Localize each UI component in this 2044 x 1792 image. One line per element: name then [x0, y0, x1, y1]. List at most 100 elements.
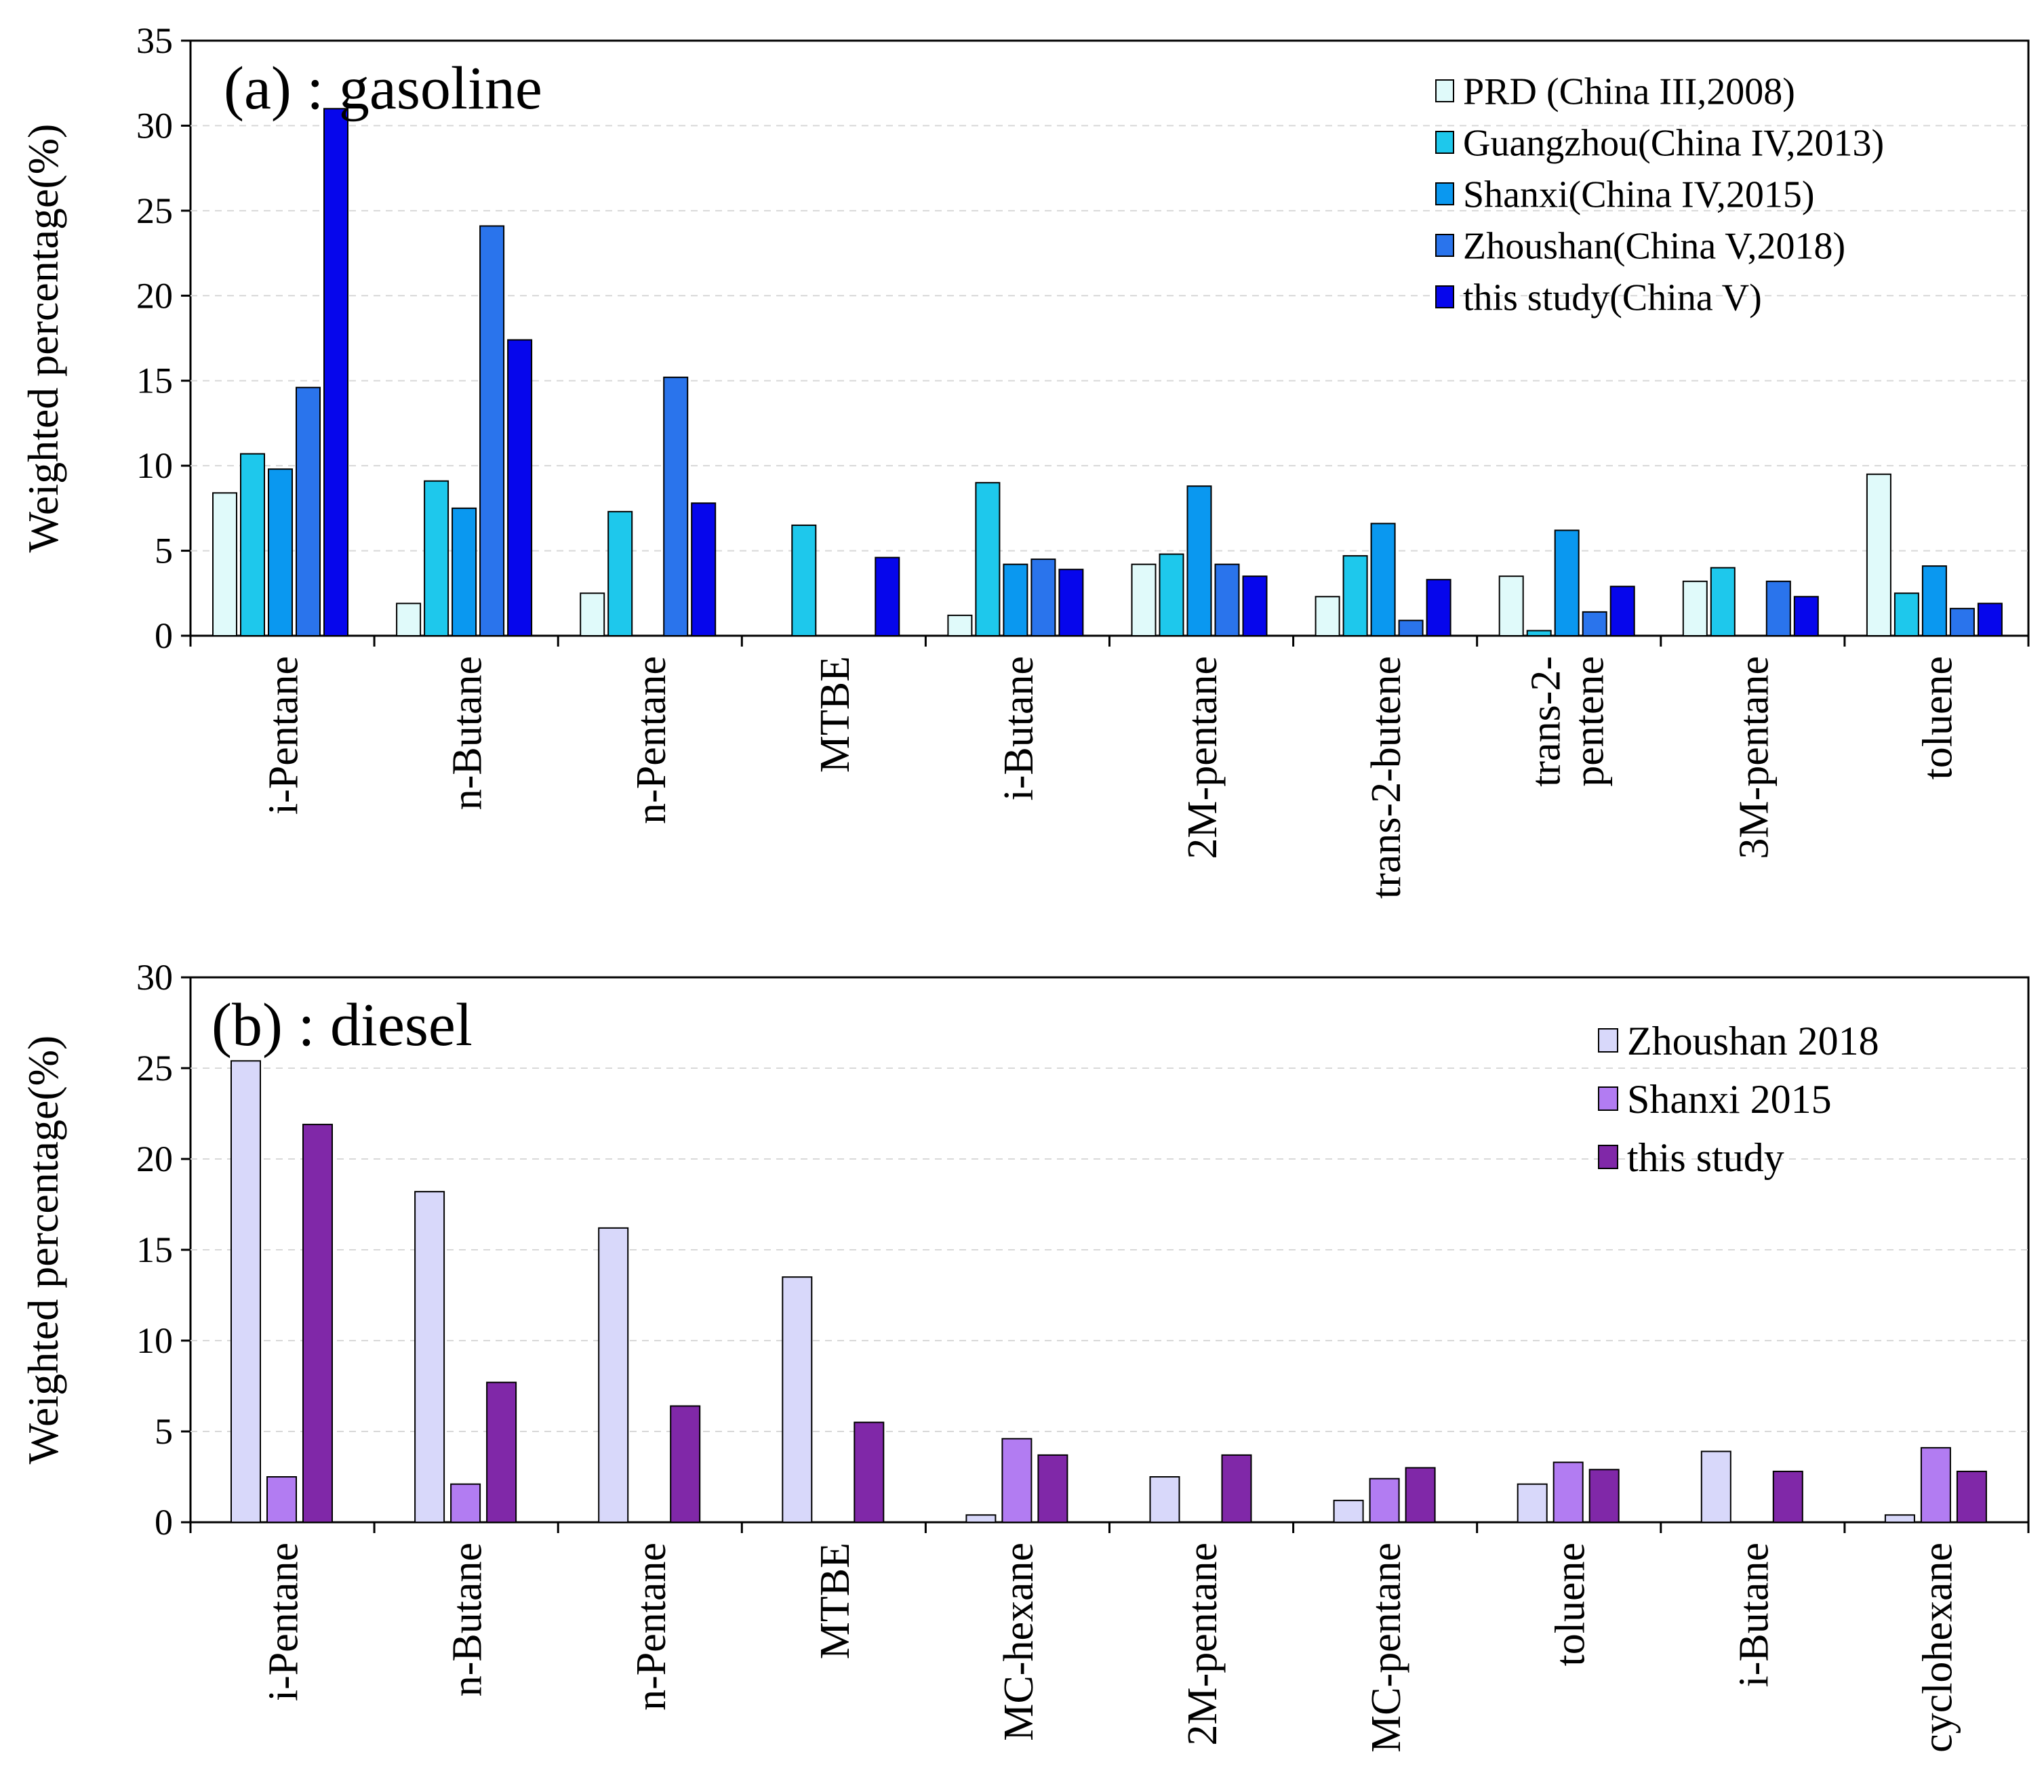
bar	[1369, 1478, 1400, 1523]
bar	[1893, 592, 1919, 636]
x-category-label: n-Butane	[445, 656, 491, 810]
x-category-label: i-Pentane	[261, 1543, 307, 1701]
bar	[670, 1405, 701, 1523]
y-tick-label: 20	[136, 1139, 173, 1179]
bar	[240, 453, 265, 637]
bar	[1866, 473, 1891, 637]
bar	[598, 1227, 629, 1523]
bar	[1498, 575, 1524, 637]
y-tick-label: 10	[136, 1320, 173, 1361]
panel-a-gasoline: 0 5 10 15 20 25 30 35 i-Pentane n-Butane n-Pentane…	[19, 20, 2030, 899]
bar	[663, 376, 689, 636]
bar	[1526, 630, 1552, 637]
bar	[450, 1483, 481, 1523]
bar	[296, 386, 321, 637]
x-category-label: trans-2-butene	[1363, 656, 1409, 899]
bar	[1921, 565, 1947, 636]
x-category-label: MTBE	[812, 656, 858, 773]
legend-swatch	[1435, 79, 1454, 102]
bar	[854, 1421, 885, 1524]
bar	[1214, 563, 1240, 637]
bar	[1609, 586, 1635, 636]
bar	[424, 480, 449, 636]
bar	[507, 339, 533, 636]
x-category-label: cyclohexane	[1915, 1543, 1961, 1753]
bar	[1333, 1499, 1364, 1524]
legend-label: PRD (China III,2008)	[1463, 71, 1795, 113]
bar	[580, 592, 605, 636]
legend-swatch	[1435, 285, 1454, 308]
bar	[1030, 558, 1056, 636]
legend-label: Zhoushan(China V,2018)	[1463, 226, 1845, 268]
bar	[1552, 1461, 1584, 1524]
y-tick-label: 5	[155, 531, 173, 571]
panel-b-diesel: 0 5 10 15 20 25 30 i-Pentane n-Butane n-Pentane MT…	[19, 957, 2030, 1753]
x-category-label: i-Pentane	[261, 656, 307, 815]
bar	[479, 225, 505, 637]
bar	[1956, 1470, 1987, 1523]
bar	[266, 1476, 297, 1523]
x-category-label: i-Butane	[996, 656, 1042, 801]
y-tick-label: 0	[155, 615, 173, 656]
y-tick-label: 35	[136, 20, 173, 61]
bar	[212, 492, 237, 637]
x-category-label: toluene	[1547, 1543, 1593, 1667]
bar	[791, 524, 817, 637]
y-tick-label: 30	[136, 105, 173, 146]
bar	[302, 1124, 333, 1523]
x-category-label: n-Butane	[445, 1543, 491, 1696]
bar	[396, 603, 422, 637]
bar	[1920, 1447, 1951, 1524]
y-tick-label: 15	[136, 1229, 173, 1270]
bar	[1582, 611, 1607, 637]
bar	[1149, 1476, 1180, 1523]
bar	[1159, 553, 1184, 636]
x-category-label: 2M-pentane	[1180, 656, 1226, 859]
legend-label: Zhoushan 2018	[1627, 1019, 1879, 1063]
y-tick-label: 30	[136, 957, 173, 998]
y-tick-label: 5	[155, 1411, 173, 1452]
bar	[607, 510, 633, 636]
bar	[1003, 563, 1028, 637]
bar	[1977, 603, 2003, 637]
x-category-label: MC-hexane	[996, 1543, 1042, 1741]
legend-swatch	[1598, 1145, 1618, 1169]
bar	[231, 1060, 261, 1523]
bar	[975, 482, 1001, 636]
bar	[1037, 1454, 1068, 1524]
bar	[1554, 529, 1580, 636]
bar	[1131, 563, 1157, 637]
bar	[268, 468, 293, 636]
x-category-label: 3M-pentane	[1731, 656, 1777, 859]
legend-label: Guangzhou(China IV,2013)	[1463, 123, 1884, 165]
y-axis-title: Weighted percentage(%)	[19, 124, 67, 553]
bar	[947, 614, 973, 637]
y-tick-label: 15	[136, 361, 173, 401]
y-axis-title: Weighted percentage(%)	[19, 1036, 67, 1465]
x-category-label: i-Butane	[1731, 1543, 1777, 1688]
legend-swatch	[1435, 131, 1454, 154]
legend-label: this study(China V)	[1463, 277, 1762, 319]
bar	[1058, 569, 1084, 636]
y-tick-label: 20	[136, 275, 173, 316]
bar	[1710, 567, 1736, 637]
bar	[1517, 1483, 1548, 1523]
bar	[1682, 580, 1708, 636]
bar	[1315, 596, 1340, 636]
bar	[875, 556, 900, 636]
bar	[1001, 1438, 1033, 1523]
bar	[782, 1276, 813, 1523]
legend-label: Shanxi(China IV,2015)	[1463, 174, 1815, 216]
y-tick-label: 0	[155, 1502, 173, 1543]
bar	[1186, 485, 1212, 637]
bar	[1884, 1514, 1915, 1524]
x-category-label: 2M-pentane	[1180, 1543, 1226, 1746]
y-tick-label: 25	[136, 190, 173, 231]
bar	[1242, 575, 1268, 637]
bar	[486, 1381, 517, 1524]
bar	[965, 1514, 997, 1524]
bar	[691, 502, 717, 636]
legend-swatch	[1435, 182, 1454, 205]
panel-title: (a) : gasoline	[224, 55, 542, 122]
